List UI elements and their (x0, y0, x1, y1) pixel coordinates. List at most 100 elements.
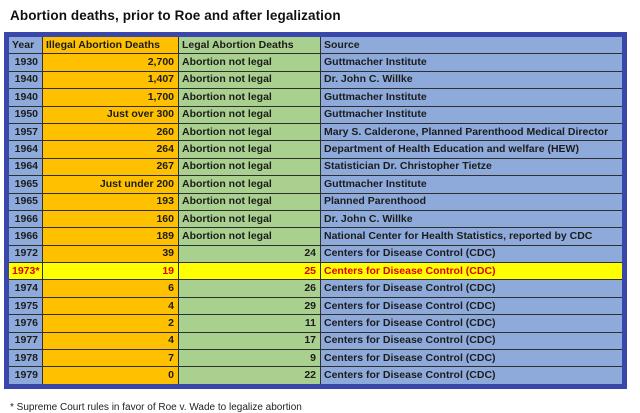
source-cell: Department of Health Education and welfa… (320, 140, 625, 159)
legal-deaths-cell: Abortion not legal (178, 175, 321, 194)
illegal-deaths-cell: Just under 200 (42, 175, 179, 194)
source-cell: Guttmacher Institute (320, 105, 625, 124)
illegal-deaths-cell: 1,407 (42, 70, 179, 90)
source-cell: Centers for Disease Control (CDC) (320, 262, 625, 281)
illegal-deaths-cell: 260 (42, 122, 179, 142)
year-cell: 1940 (6, 70, 43, 90)
table-row: 1975 4 29 Centers for Disease Control (CDC) (6, 296, 625, 316)
table-row: 1964 267 Abortion not legal Statistician Dr… (6, 157, 625, 177)
legal-deaths-cell: 25 (178, 262, 321, 281)
source-cell: Centers for Disease Control (CDC) (320, 349, 625, 368)
year-cell: 1976 (6, 314, 43, 333)
table-row: 1973* 19 25 Centers for Disease Control (CD… (6, 262, 625, 281)
source-cell: Guttmacher Institute (320, 175, 625, 194)
illegal-deaths-cell: 160 (42, 209, 179, 229)
legal-deaths-cell: Abortion not legal (178, 192, 321, 211)
source-cell: Dr. John C. Willke (320, 209, 625, 229)
table-row: 1957 260 Abortion not legal Mary S. Caldero… (6, 122, 625, 142)
year-cell: 1974 (6, 279, 43, 298)
legal-deaths-cell: Abortion not legal (178, 53, 321, 72)
column-header-illegal: Illegal Abortion Deaths (42, 33, 179, 55)
year-cell: 1950 (6, 105, 43, 124)
table-row: 1966 160 Abortion not legal Dr. John C. Wil… (6, 209, 625, 229)
illegal-deaths-cell: 0 (42, 366, 179, 387)
table-row: 1965 Just under 200 Abortion not legal Gutt… (6, 175, 625, 194)
source-cell: Centers for Disease Control (CDC) (320, 314, 625, 333)
illegal-deaths-cell: 1,700 (42, 88, 179, 107)
header-row: Year Illegal Abortion Deaths Legal Abort… (6, 33, 625, 55)
legal-deaths-cell: Abortion not legal (178, 227, 321, 246)
year-cell: 1964 (6, 140, 43, 159)
year-cell: 1964 (6, 157, 43, 177)
legal-deaths-cell: Abortion not legal (178, 140, 321, 159)
year-cell: 1977 (6, 331, 43, 351)
illegal-deaths-cell: 4 (42, 296, 179, 316)
table-row: 1965 193 Abortion not legal Planned Parenth… (6, 192, 625, 211)
legal-deaths-cell: 11 (178, 314, 321, 333)
year-cell: 1965 (6, 192, 43, 211)
illegal-deaths-cell: 39 (42, 244, 179, 264)
footnote: * Supreme Court rules in favor of Roe v.… (10, 401, 302, 413)
year-cell: 1978 (6, 349, 43, 368)
source-cell: Centers for Disease Control (CDC) (320, 366, 625, 387)
legal-deaths-cell: Abortion not legal (178, 157, 321, 177)
legal-deaths-cell: 9 (178, 349, 321, 368)
illegal-deaths-cell: 264 (42, 140, 179, 159)
source-cell: Planned Parenthood (320, 192, 625, 211)
year-cell: 1972 (6, 244, 43, 264)
year-cell: 1973* (6, 262, 43, 281)
table-row: 1977 4 17 Centers for Disease Control (CDC) (6, 331, 625, 351)
legal-deaths-cell: Abortion not legal (178, 209, 321, 229)
source-cell: Guttmacher Institute (320, 88, 625, 107)
illegal-deaths-cell: 19 (42, 262, 179, 281)
year-cell: 1957 (6, 122, 43, 142)
column-header-year: Year (6, 33, 43, 55)
source-cell: Centers for Disease Control (CDC) (320, 244, 625, 264)
table-row: 1976 2 11 Centers for Disease Control (CDC) (6, 314, 625, 333)
illegal-deaths-cell: 4 (42, 331, 179, 351)
table-row: 1930 2,700 Abortion not legal Guttmacher In… (6, 53, 625, 72)
illegal-deaths-cell: 7 (42, 349, 179, 368)
year-cell: 1966 (6, 209, 43, 229)
year-cell: 1965 (6, 175, 43, 194)
legal-deaths-cell: 29 (178, 296, 321, 316)
legal-deaths-cell: 22 (178, 366, 321, 387)
table-row: 1979 0 22 Centers for Disease Control (CDC) (6, 366, 625, 387)
table-body: 1930 2,700 Abortion not legal Guttmacher In… (6, 53, 625, 387)
legal-deaths-cell: Abortion not legal (178, 70, 321, 90)
legal-deaths-cell: Abortion not legal (178, 88, 321, 107)
year-cell: 1966 (6, 227, 43, 246)
year-cell: 1940 (6, 88, 43, 107)
legal-deaths-cell: Abortion not legal (178, 122, 321, 142)
illegal-deaths-cell: 189 (42, 227, 179, 246)
source-cell: Dr. John C. Willke (320, 70, 625, 90)
illegal-deaths-cell: 6 (42, 279, 179, 298)
illegal-deaths-cell: 2 (42, 314, 179, 333)
table-row: 1940 1,407 Abortion not legal Dr. John C. W… (6, 70, 625, 90)
table-row: 1972 39 24 Centers for Disease Control (CDC… (6, 244, 625, 264)
column-header-source: Source (320, 33, 625, 55)
abortion-deaths-table: Year Illegal Abortion Deaths Legal Abort… (4, 32, 627, 389)
page-title: Abortion deaths, prior to Roe and after … (10, 8, 341, 23)
source-cell: Mary S. Calderone, Planned Parenthood Me… (320, 122, 625, 142)
legal-deaths-cell: 26 (178, 279, 321, 298)
table-row: 1978 7 9 Centers for Disease Control (CDC) (6, 349, 625, 368)
table-row: 1950 Just over 300 Abortion not legal Guttm… (6, 105, 625, 124)
illegal-deaths-cell: Just over 300 (42, 105, 179, 124)
year-cell: 1979 (6, 366, 43, 387)
legal-deaths-cell: 24 (178, 244, 321, 264)
legal-deaths-cell: 17 (178, 331, 321, 351)
table-row: 1964 264 Abortion not legal Department of H… (6, 140, 625, 159)
year-cell: 1930 (6, 53, 43, 72)
illegal-deaths-cell: 193 (42, 192, 179, 211)
source-cell: National Center for Health Statistics, r… (320, 227, 625, 246)
year-cell: 1975 (6, 296, 43, 316)
table-row: 1966 189 Abortion not legal National Center… (6, 227, 625, 246)
table-row: 1940 1,700 Abortion not legal Guttmacher In… (6, 88, 625, 107)
column-header-legal: Legal Abortion Deaths (178, 33, 321, 55)
source-cell: Centers for Disease Control (CDC) (320, 279, 625, 298)
source-cell: Centers for Disease Control (CDC) (320, 296, 625, 316)
source-cell: Centers for Disease Control (CDC) (320, 331, 625, 351)
source-cell: Statistician Dr. Christopher Tietze (320, 157, 625, 177)
source-cell: Guttmacher Institute (320, 53, 625, 72)
